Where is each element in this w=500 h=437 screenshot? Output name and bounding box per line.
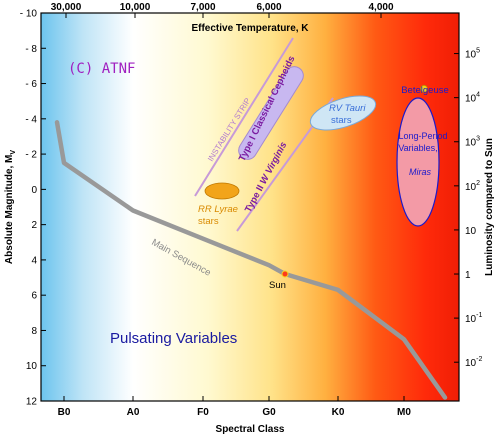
bottom-tick-label: K0 [332, 407, 345, 418]
right-tick-label: 10-1 [465, 312, 482, 325]
rr-lyrae-region [204, 182, 240, 200]
top-tick-label: 10,000 [120, 2, 151, 13]
betelgeuse-marker [420, 84, 428, 93]
left-tick-label: 10 [26, 361, 38, 372]
plot-background [41, 13, 459, 401]
right-tick-label: 1 [465, 270, 471, 281]
top-tick-label: 7,000 [190, 2, 215, 13]
rv-tauri-region [309, 95, 377, 131]
left-tick-label: - 10 [20, 9, 38, 20]
bottom-tick-label: A0 [127, 407, 140, 418]
left-tick-label: 8 [31, 326, 37, 337]
betelgeuse-label: Betelgeuse [401, 85, 449, 96]
left-tick-label: 0 [31, 185, 37, 196]
left-tick-label: - 6 [25, 79, 37, 90]
mira-label-line2: Variables, [398, 143, 437, 153]
main-sequence-curve [54, 120, 448, 400]
rr-lyrae-label-line2: stars [198, 216, 219, 227]
rv-tauri-label-line2: stars [331, 115, 352, 126]
left-axis-title: Absolute Magnitude, MV [4, 150, 17, 264]
top-tick-label: 6,000 [256, 2, 281, 13]
pulsating-variables-caption: Pulsating Variables [110, 330, 237, 347]
sun-label: Sun [269, 280, 286, 291]
left-tick-label: 12 [26, 397, 38, 408]
rv-tauri-label: RV Tauri [329, 103, 366, 114]
right-tick-label: 10 [465, 226, 477, 237]
bottom-tick-label: B0 [58, 407, 71, 418]
left-tick-label: 6 [31, 291, 37, 302]
right-tick-label: 102 [465, 180, 480, 193]
right-tick-label: 104 [465, 92, 480, 105]
bottom-axis-title: Spectral Class [216, 424, 285, 435]
watermark: (C) ATNF [68, 61, 135, 77]
bottom-tick-label: F0 [197, 407, 209, 418]
left-axis-ticks: - 10 - 8 - 6 - 4 - 2 0 2 4 6 8 10 12 [20, 9, 46, 408]
sun-marker [281, 270, 289, 278]
top-axis-title: Effective Temperature, K [191, 23, 309, 34]
right-tick-label: 10-2 [465, 356, 482, 369]
bottom-tick-label: M0 [397, 407, 411, 418]
mira-label-line3: Miras [409, 167, 431, 177]
left-tick-label: - 4 [25, 114, 37, 125]
instability-strip-edge-upper [194, 37, 294, 197]
bottom-tick-label: G0 [262, 407, 276, 418]
top-axis-ticks: 30,000 10,000 7,000 6,000 4,000 [51, 2, 394, 18]
right-tick-label: 105 [465, 48, 480, 61]
cepheid-region [238, 66, 304, 160]
right-tick-label: 103 [465, 136, 480, 149]
top-tick-label: 30,000 [51, 2, 82, 13]
bottom-axis-ticks: B0 A0 F0 G0 K0 M0 [58, 396, 411, 418]
top-tick-label: 4,000 [368, 2, 393, 13]
mira-label-line1: Long-Period [398, 131, 447, 141]
left-tick-label: 4 [31, 255, 37, 266]
left-tick-label: 2 [31, 220, 37, 231]
left-tick-label: - 8 [25, 44, 37, 55]
right-axis-title: Luminosity compared to Sun [484, 138, 495, 276]
mira-region [396, 97, 440, 227]
plot-frame [40, 12, 460, 402]
rr-lyrae-label: RR Lyrae [198, 204, 238, 215]
left-tick-label: - 2 [25, 150, 37, 161]
